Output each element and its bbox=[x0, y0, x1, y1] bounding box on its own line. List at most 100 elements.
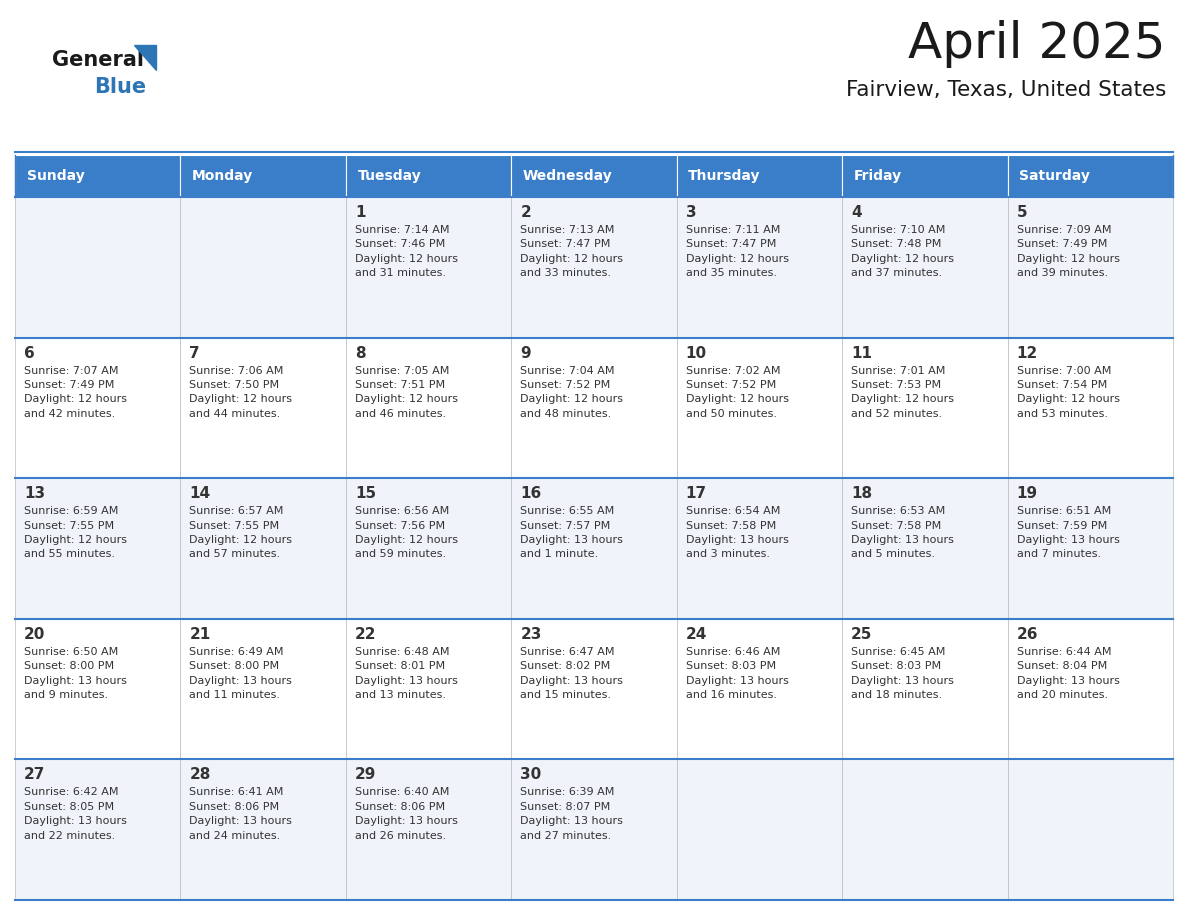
Bar bbox=[511, 338, 677, 478]
Text: 27: 27 bbox=[24, 767, 45, 782]
Text: April 2025: April 2025 bbox=[909, 20, 1165, 68]
Text: 14: 14 bbox=[189, 487, 210, 501]
Text: 12: 12 bbox=[1017, 345, 1038, 361]
Bar bbox=[15, 197, 181, 338]
Bar bbox=[346, 197, 511, 338]
Text: 22: 22 bbox=[355, 627, 377, 642]
Bar bbox=[677, 478, 842, 619]
Bar bbox=[1007, 619, 1173, 759]
Bar bbox=[15, 619, 181, 759]
Text: 13: 13 bbox=[24, 487, 45, 501]
Bar bbox=[346, 619, 511, 759]
Text: 29: 29 bbox=[355, 767, 377, 782]
Text: General: General bbox=[52, 50, 144, 70]
Text: Sunrise: 7:06 AM
Sunset: 7:50 PM
Daylight: 12 hours
and 44 minutes.: Sunrise: 7:06 AM Sunset: 7:50 PM Dayligh… bbox=[189, 365, 292, 419]
Text: 19: 19 bbox=[1017, 487, 1037, 501]
Text: Sunrise: 6:40 AM
Sunset: 8:06 PM
Daylight: 13 hours
and 26 minutes.: Sunrise: 6:40 AM Sunset: 8:06 PM Dayligh… bbox=[355, 788, 457, 841]
Text: Sunrise: 7:05 AM
Sunset: 7:51 PM
Daylight: 12 hours
and 46 minutes.: Sunrise: 7:05 AM Sunset: 7:51 PM Dayligh… bbox=[355, 365, 457, 419]
Text: Sunrise: 6:45 AM
Sunset: 8:03 PM
Daylight: 13 hours
and 18 minutes.: Sunrise: 6:45 AM Sunset: 8:03 PM Dayligh… bbox=[851, 647, 954, 700]
Bar bbox=[511, 155, 677, 197]
Text: Sunrise: 6:46 AM
Sunset: 8:03 PM
Daylight: 13 hours
and 16 minutes.: Sunrise: 6:46 AM Sunset: 8:03 PM Dayligh… bbox=[685, 647, 789, 700]
Bar bbox=[15, 155, 181, 197]
Bar bbox=[1007, 759, 1173, 900]
Bar bbox=[346, 338, 511, 478]
Text: Sunrise: 6:51 AM
Sunset: 7:59 PM
Daylight: 13 hours
and 7 minutes.: Sunrise: 6:51 AM Sunset: 7:59 PM Dayligh… bbox=[1017, 506, 1119, 559]
Bar bbox=[181, 619, 346, 759]
Bar bbox=[181, 478, 346, 619]
Bar bbox=[346, 759, 511, 900]
Bar bbox=[181, 197, 346, 338]
Text: Thursday: Thursday bbox=[688, 169, 760, 183]
Text: Sunrise: 7:01 AM
Sunset: 7:53 PM
Daylight: 12 hours
and 52 minutes.: Sunrise: 7:01 AM Sunset: 7:53 PM Dayligh… bbox=[851, 365, 954, 419]
Text: 6: 6 bbox=[24, 345, 34, 361]
Text: 21: 21 bbox=[189, 627, 210, 642]
Bar bbox=[181, 759, 346, 900]
Text: 4: 4 bbox=[851, 205, 861, 220]
Text: Sunrise: 6:59 AM
Sunset: 7:55 PM
Daylight: 12 hours
and 55 minutes.: Sunrise: 6:59 AM Sunset: 7:55 PM Dayligh… bbox=[24, 506, 127, 559]
Text: 18: 18 bbox=[851, 487, 872, 501]
Text: Sunrise: 7:11 AM
Sunset: 7:47 PM
Daylight: 12 hours
and 35 minutes.: Sunrise: 7:11 AM Sunset: 7:47 PM Dayligh… bbox=[685, 225, 789, 278]
Text: 9: 9 bbox=[520, 345, 531, 361]
Bar bbox=[677, 619, 842, 759]
Text: 15: 15 bbox=[355, 487, 375, 501]
Text: Wednesday: Wednesday bbox=[523, 169, 613, 183]
Text: 23: 23 bbox=[520, 627, 542, 642]
Polygon shape bbox=[134, 45, 156, 70]
Text: Sunrise: 7:04 AM
Sunset: 7:52 PM
Daylight: 12 hours
and 48 minutes.: Sunrise: 7:04 AM Sunset: 7:52 PM Dayligh… bbox=[520, 365, 624, 419]
Text: 26: 26 bbox=[1017, 627, 1038, 642]
Text: Sunday: Sunday bbox=[26, 169, 84, 183]
Bar bbox=[677, 197, 842, 338]
Text: Saturday: Saturday bbox=[1019, 169, 1091, 183]
Bar bbox=[842, 759, 1007, 900]
Text: Sunrise: 6:39 AM
Sunset: 8:07 PM
Daylight: 13 hours
and 27 minutes.: Sunrise: 6:39 AM Sunset: 8:07 PM Dayligh… bbox=[520, 788, 624, 841]
Text: Sunrise: 7:00 AM
Sunset: 7:54 PM
Daylight: 12 hours
and 53 minutes.: Sunrise: 7:00 AM Sunset: 7:54 PM Dayligh… bbox=[1017, 365, 1119, 419]
Bar bbox=[677, 759, 842, 900]
Bar bbox=[1007, 197, 1173, 338]
Bar bbox=[677, 338, 842, 478]
Text: Sunrise: 6:47 AM
Sunset: 8:02 PM
Daylight: 13 hours
and 15 minutes.: Sunrise: 6:47 AM Sunset: 8:02 PM Dayligh… bbox=[520, 647, 624, 700]
Text: Sunrise: 6:48 AM
Sunset: 8:01 PM
Daylight: 13 hours
and 13 minutes.: Sunrise: 6:48 AM Sunset: 8:01 PM Dayligh… bbox=[355, 647, 457, 700]
Bar bbox=[15, 478, 181, 619]
Text: Sunrise: 6:50 AM
Sunset: 8:00 PM
Daylight: 13 hours
and 9 minutes.: Sunrise: 6:50 AM Sunset: 8:00 PM Dayligh… bbox=[24, 647, 127, 700]
Text: Blue: Blue bbox=[94, 77, 146, 97]
Text: Fairview, Texas, United States: Fairview, Texas, United States bbox=[846, 80, 1165, 100]
Bar bbox=[1007, 155, 1173, 197]
Text: Sunrise: 6:42 AM
Sunset: 8:05 PM
Daylight: 13 hours
and 22 minutes.: Sunrise: 6:42 AM Sunset: 8:05 PM Dayligh… bbox=[24, 788, 127, 841]
Text: 28: 28 bbox=[189, 767, 210, 782]
Text: 5: 5 bbox=[1017, 205, 1028, 220]
Bar bbox=[346, 155, 511, 197]
Text: Sunrise: 7:14 AM
Sunset: 7:46 PM
Daylight: 12 hours
and 31 minutes.: Sunrise: 7:14 AM Sunset: 7:46 PM Dayligh… bbox=[355, 225, 457, 278]
Text: Sunrise: 6:53 AM
Sunset: 7:58 PM
Daylight: 13 hours
and 5 minutes.: Sunrise: 6:53 AM Sunset: 7:58 PM Dayligh… bbox=[851, 506, 954, 559]
Text: Sunrise: 6:55 AM
Sunset: 7:57 PM
Daylight: 13 hours
and 1 minute.: Sunrise: 6:55 AM Sunset: 7:57 PM Dayligh… bbox=[520, 506, 624, 559]
Text: 11: 11 bbox=[851, 345, 872, 361]
Text: 17: 17 bbox=[685, 487, 707, 501]
Text: Sunrise: 7:13 AM
Sunset: 7:47 PM
Daylight: 12 hours
and 33 minutes.: Sunrise: 7:13 AM Sunset: 7:47 PM Dayligh… bbox=[520, 225, 624, 278]
Text: Tuesday: Tuesday bbox=[358, 169, 422, 183]
Text: 7: 7 bbox=[189, 345, 200, 361]
Bar bbox=[15, 759, 181, 900]
Text: Sunrise: 7:02 AM
Sunset: 7:52 PM
Daylight: 12 hours
and 50 minutes.: Sunrise: 7:02 AM Sunset: 7:52 PM Dayligh… bbox=[685, 365, 789, 419]
Bar bbox=[511, 197, 677, 338]
Bar bbox=[511, 759, 677, 900]
Bar bbox=[1007, 338, 1173, 478]
Text: Sunrise: 6:44 AM
Sunset: 8:04 PM
Daylight: 13 hours
and 20 minutes.: Sunrise: 6:44 AM Sunset: 8:04 PM Dayligh… bbox=[1017, 647, 1119, 700]
Bar bbox=[842, 478, 1007, 619]
Text: Sunrise: 6:57 AM
Sunset: 7:55 PM
Daylight: 12 hours
and 57 minutes.: Sunrise: 6:57 AM Sunset: 7:55 PM Dayligh… bbox=[189, 506, 292, 559]
Bar bbox=[181, 155, 346, 197]
Bar bbox=[842, 619, 1007, 759]
Text: Sunrise: 6:54 AM
Sunset: 7:58 PM
Daylight: 13 hours
and 3 minutes.: Sunrise: 6:54 AM Sunset: 7:58 PM Dayligh… bbox=[685, 506, 789, 559]
Text: 2: 2 bbox=[520, 205, 531, 220]
Text: Monday: Monday bbox=[192, 169, 253, 183]
Bar bbox=[181, 338, 346, 478]
Text: Sunrise: 7:09 AM
Sunset: 7:49 PM
Daylight: 12 hours
and 39 minutes.: Sunrise: 7:09 AM Sunset: 7:49 PM Dayligh… bbox=[1017, 225, 1119, 278]
Text: 30: 30 bbox=[520, 767, 542, 782]
Text: 25: 25 bbox=[851, 627, 872, 642]
Text: Sunrise: 6:56 AM
Sunset: 7:56 PM
Daylight: 12 hours
and 59 minutes.: Sunrise: 6:56 AM Sunset: 7:56 PM Dayligh… bbox=[355, 506, 457, 559]
Text: Friday: Friday bbox=[854, 169, 902, 183]
Bar bbox=[677, 155, 842, 197]
Bar bbox=[511, 478, 677, 619]
Text: 3: 3 bbox=[685, 205, 696, 220]
Bar bbox=[511, 619, 677, 759]
Bar bbox=[842, 197, 1007, 338]
Text: 20: 20 bbox=[24, 627, 45, 642]
